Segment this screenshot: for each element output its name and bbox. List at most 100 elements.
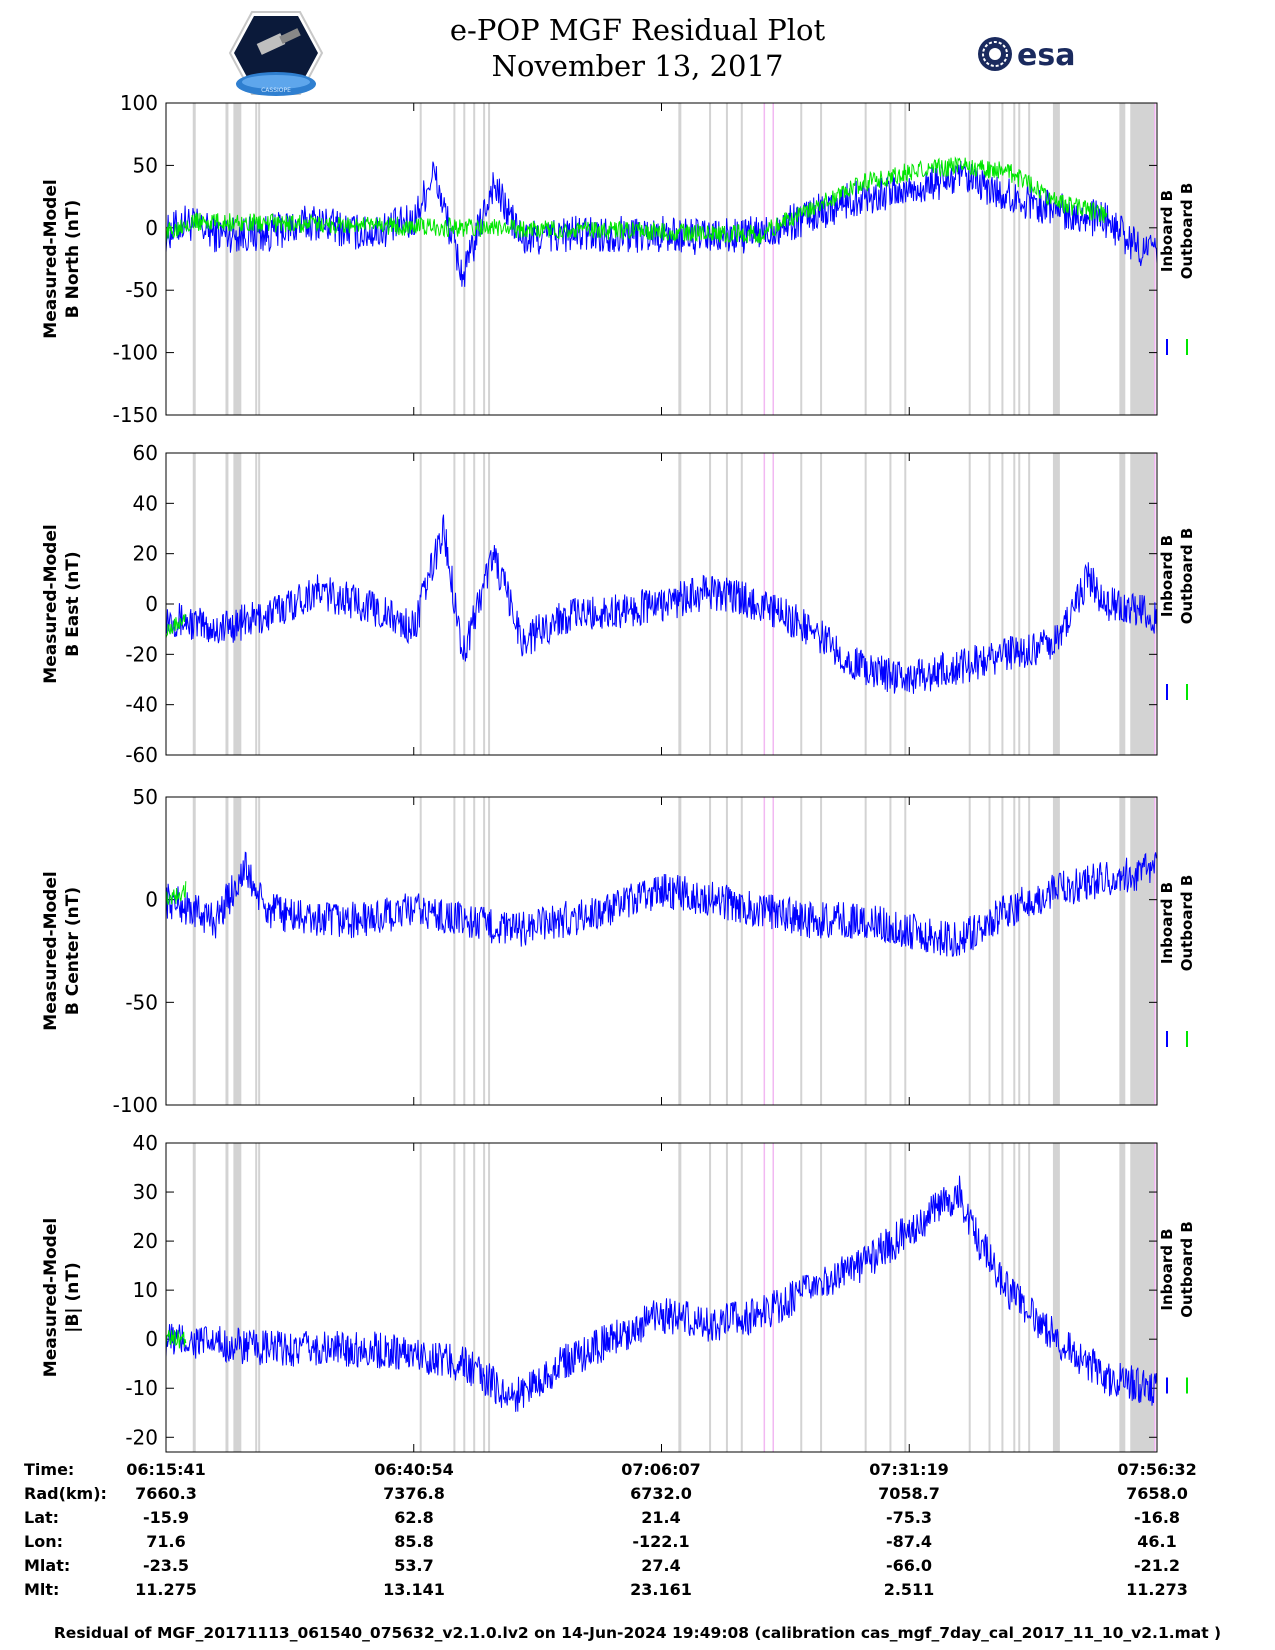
orbit-info-table: Time: Rad(km): Lat: Lon: Mlat: Mlt: 06:15:41 76… — [0, 1460, 1275, 1610]
data-gap-2-18 — [889, 453, 892, 755]
footer-cell-1-3: 85.8 — [394, 1532, 434, 1551]
residual-panel-2: 60 40 20 0 -20 -40 -60 Measured-Model B East (nT… — [41, 441, 1196, 767]
data-gap-3-23 — [1013, 797, 1016, 1105]
legend-entry-1-1: Outboard B — [1178, 183, 1196, 280]
y-tick-label-4-1: 30 — [133, 1180, 158, 1204]
cassiope-logo: CASSIOPE — [228, 11, 324, 96]
y-tick-label-1-5: -150 — [113, 403, 158, 427]
gap-marker-3-1 — [772, 797, 774, 1105]
data-gap-4-13 — [725, 1143, 728, 1452]
data-gap-1-9 — [483, 103, 486, 415]
data-gap-3-15 — [800, 797, 803, 1105]
data-gap-4-17 — [864, 1143, 867, 1452]
gap-marker-1-0 — [763, 103, 766, 415]
footer-cell-1-2: 62.8 — [394, 1508, 434, 1527]
chart-title-block: e-POP MGF Residual Plot November 13, 201… — [0, 12, 1275, 84]
data-gap-4-25 — [1028, 1143, 1031, 1452]
data-gap-2-15 — [800, 453, 803, 755]
data-gap-3-24 — [1018, 797, 1021, 1105]
data-gap-2-6 — [453, 453, 456, 755]
data-gap-2-13 — [725, 453, 728, 755]
residual-panel-3: 50 0 -50 -100 Measured-Model B Center (nT) Inb… — [41, 785, 1196, 1117]
footer-row-label-0: Time: — [24, 1460, 75, 1479]
data-gap-3-7 — [463, 797, 466, 1105]
series-2-inboard — [165, 514, 1158, 694]
y-tick-label-1-4: -100 — [113, 341, 158, 365]
footer-cell-4-5: 11.273 — [1126, 1580, 1188, 1599]
data-gap-1-21 — [988, 103, 991, 415]
data-gap-1-0 — [192, 103, 196, 415]
y-axis-label-1-line2: B North (nT) — [63, 200, 83, 319]
footer-cell-2-2: 21.4 — [641, 1508, 681, 1527]
footer-cell-2-5: 23.161 — [630, 1580, 692, 1599]
legend-entry-4-1: Outboard B — [1178, 1221, 1196, 1318]
footer-cell-1-1: 7376.8 — [383, 1484, 445, 1503]
data-gap-2-20 — [968, 453, 971, 755]
legend-entry-3-0: Inboard B — [1158, 882, 1176, 964]
y-tick-label-2-5: -40 — [125, 693, 158, 717]
legend-entry-2-0: Inboard B — [1158, 535, 1176, 617]
series-2-outboard — [165, 613, 187, 639]
data-gap-4-26 — [1052, 1143, 1060, 1452]
data-gap-2-11 — [678, 453, 682, 755]
data-gap-1-14 — [740, 103, 743, 415]
footer-row-label-5: Mlt: — [24, 1580, 60, 1599]
data-gap-3-11 — [678, 797, 682, 1105]
y-tick-label-2-2: 20 — [133, 542, 158, 566]
series-1-inboard — [165, 160, 1158, 287]
series-4-inboard — [165, 1175, 1158, 1412]
data-gap-2-2 — [233, 453, 242, 755]
footer-cell-2-0: 07:06:07 — [621, 1460, 701, 1479]
gap-marker-1-2 — [1154, 103, 1156, 415]
data-gap-4-21 — [988, 1143, 991, 1452]
data-gap-3-21 — [988, 797, 991, 1105]
y-tick-label-2-0: 60 — [133, 441, 158, 465]
y-axis-label-3-line2: B Center (nT) — [63, 887, 83, 1015]
y-axis-label-4-line2: |B| (nT) — [63, 1262, 83, 1333]
data-gap-4-27 — [1119, 1143, 1126, 1452]
data-gap-3-19 — [904, 797, 907, 1105]
y-tick-label-1-2: 0 — [145, 216, 158, 240]
data-gap-2-3 — [255, 453, 258, 755]
data-gap-2-4 — [258, 453, 261, 755]
data-gap-3-1 — [225, 797, 229, 1105]
data-gap-3-10 — [488, 797, 491, 1105]
y-tick-label-1-1: 50 — [133, 153, 158, 177]
footer-row-label-1: Rad(km): — [24, 1484, 107, 1503]
y-tick-label-2-6: -60 — [125, 743, 158, 767]
residual-panel-1: 100 50 0 -50 -100 -150 Measured-Model B North (… — [41, 91, 1196, 427]
data-gap-1-19 — [904, 103, 907, 415]
data-gap-2-1 — [225, 453, 229, 755]
data-gap-4-1 — [225, 1143, 229, 1452]
data-gap-3-8 — [473, 797, 476, 1105]
y-axis-label-4-line1: Measured-Model — [41, 1218, 61, 1377]
data-gap-1-22 — [1001, 103, 1004, 415]
data-gap-2-7 — [463, 453, 466, 755]
footer-cell-3-1: 7058.7 — [878, 1484, 940, 1503]
data-gap-4-6 — [453, 1143, 456, 1452]
y-axis-label-1-line1: Measured-Model — [41, 179, 61, 338]
plot-frame-4 — [165, 1142, 1158, 1453]
data-gap-1-5 — [419, 103, 422, 415]
y-tick-label-4-4: 0 — [145, 1327, 158, 1351]
series-3-outboard — [165, 881, 187, 909]
data-gap-1-18 — [889, 103, 892, 415]
data-gap-2-5 — [419, 453, 422, 755]
data-gap-1-3 — [255, 103, 258, 415]
esa-logo-text: esa — [1017, 38, 1075, 73]
y-tick-label-4-6: -20 — [125, 1425, 158, 1449]
data-gap-1-25 — [1028, 103, 1031, 415]
data-gap-4-19 — [904, 1143, 907, 1452]
footer-cell-3-5: 2.511 — [883, 1580, 935, 1599]
data-gap-4-18 — [889, 1143, 892, 1452]
data-gap-1-4 — [258, 103, 261, 415]
gap-marker-3-2 — [1154, 797, 1156, 1105]
footer-cell-0-3: 71.6 — [146, 1532, 186, 1551]
y-tick-label-1-0: 100 — [120, 91, 158, 115]
legend-entry-1-0: Inboard B — [1158, 190, 1176, 272]
data-gap-1-2 — [233, 103, 242, 415]
footer-cell-2-3: -122.1 — [632, 1532, 690, 1551]
footer-cell-0-4: -23.5 — [142, 1556, 190, 1575]
caption: Residual of MGF_20171113_061540_075632_v… — [53, 1624, 1222, 1642]
